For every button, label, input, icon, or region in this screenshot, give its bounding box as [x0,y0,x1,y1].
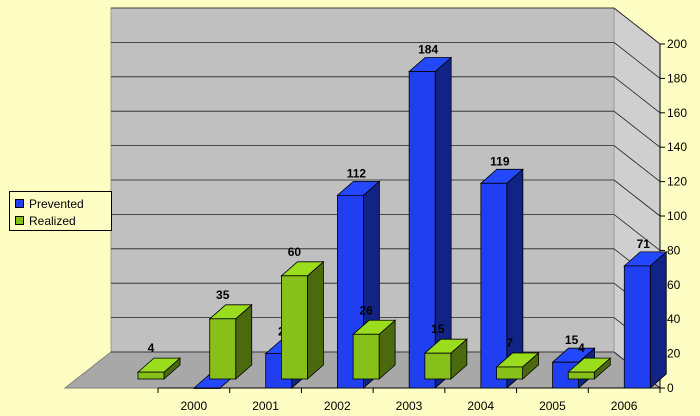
legend-swatch-prevented [15,199,24,208]
legend-item-prevented: Prevented [13,195,111,212]
bar-prevented [623,250,668,389]
bar-realized-front [209,318,237,380]
bar-realized-front [352,333,380,380]
bar-realized [208,303,253,380]
data-label-prevented: 119 [490,154,510,168]
data-label-realized: 35 [216,288,230,302]
bar-realized [280,260,325,380]
x-tick-label: 2005 [539,399,566,413]
bar-realized-front [281,275,308,380]
y-tick-label: 0 [667,381,674,395]
bar-prevented-side [434,56,452,389]
y-tick-label: 180 [667,71,687,85]
data-label-realized: 4 [578,341,585,355]
bar-prevented-front [408,71,436,389]
gridline-side [613,42,661,79]
y-tick-label: 60 [667,278,681,292]
y-tick-label: 140 [667,140,687,154]
bar-realized [567,357,612,380]
data-label-realized: 26 [359,303,373,317]
y-tick-label: 200 [667,37,687,51]
bar-realized-front [137,371,165,380]
gridline-side [613,7,661,45]
data-label-realized: 60 [288,245,302,259]
x-tick-label: 2003 [396,399,423,413]
bar-prevented-front [193,387,221,389]
legend-item-realized: Realized [13,212,111,229]
gridline-side [613,110,661,148]
y-tick-label: 160 [667,106,687,120]
legend-label-prevented: Prevented [29,196,84,211]
bar-prevented [408,56,453,389]
bar-realized [423,338,468,380]
gridline-side [613,145,661,182]
x-tick-label: 2000 [181,399,208,413]
y-tick-label: 20 [667,347,681,361]
data-label-prevented: 184 [418,43,438,57]
bar-realized-front [567,371,595,380]
x-tick-label: 2006 [611,399,638,413]
x-tick-label: 2001 [252,399,279,413]
bar-realized-front [424,352,452,380]
y-tick-label: 80 [667,243,681,257]
data-label-prevented: 71 [637,237,651,251]
bar-realized [136,357,182,380]
bar-prevented-front [480,182,508,389]
data-label-realized: 4 [148,341,155,355]
data-label-prevented: 15 [565,333,579,347]
legend: Prevented Realized [9,191,112,231]
data-label-realized: 7 [506,336,513,350]
bar-realized [495,352,540,380]
gridline-side [613,214,661,251]
bar-realized-side [307,260,324,380]
y-tick-label: 40 [667,312,681,326]
legend-label-realized: Realized [29,213,76,228]
gridline-side [613,76,661,114]
bar-prevented-side [649,250,667,389]
bar-realized-front [496,366,523,380]
x-tick-label: 2004 [467,399,494,413]
legend-swatch-realized [15,216,24,225]
data-label-prevented: 112 [347,166,367,180]
bar-prevented-front [623,265,651,389]
y-tick-label: 120 [667,175,687,189]
gridline-side [613,179,661,217]
bar-realized [352,319,397,380]
x-tick-label: 2002 [324,399,351,413]
data-label-realized: 15 [431,322,445,336]
y-tick-label: 100 [667,209,687,223]
